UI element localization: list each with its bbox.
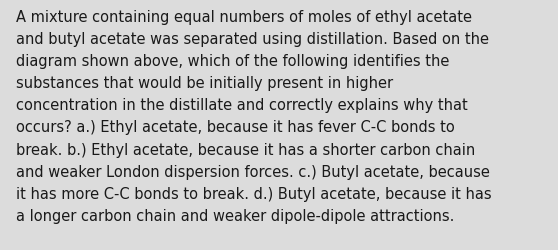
Text: break. b.) Ethyl acetate, because it has a shorter carbon chain: break. b.) Ethyl acetate, because it has… xyxy=(16,142,475,157)
Text: occurs? a.) Ethyl acetate, because it has fever C-C bonds to: occurs? a.) Ethyl acetate, because it ha… xyxy=(16,120,454,135)
Text: A mixture containing equal numbers of moles of ethyl acetate: A mixture containing equal numbers of mo… xyxy=(16,10,472,25)
Text: concentration in the distillate and correctly explains why that: concentration in the distillate and corr… xyxy=(16,98,468,113)
Text: it has more C-C bonds to break. d.) Butyl acetate, because it has: it has more C-C bonds to break. d.) Buty… xyxy=(16,186,491,201)
Text: and weaker London dispersion forces. c.) Butyl acetate, because: and weaker London dispersion forces. c.)… xyxy=(16,164,489,179)
Text: diagram shown above, which of the following identifies the: diagram shown above, which of the follow… xyxy=(16,54,449,69)
Text: substances that would be initially present in higher: substances that would be initially prese… xyxy=(16,76,393,91)
Text: and butyl acetate was separated using distillation. Based on the: and butyl acetate was separated using di… xyxy=(16,32,489,47)
Text: a longer carbon chain and weaker dipole-dipole attractions.: a longer carbon chain and weaker dipole-… xyxy=(16,208,454,223)
